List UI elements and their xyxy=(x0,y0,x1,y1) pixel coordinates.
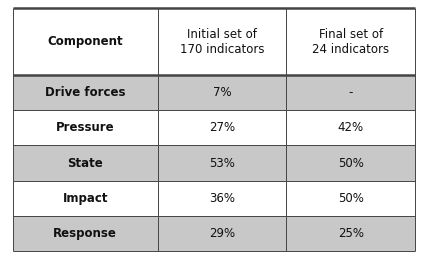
Text: State: State xyxy=(67,157,103,169)
Text: 7%: 7% xyxy=(213,86,232,99)
Text: Component: Component xyxy=(48,35,123,48)
Text: 27%: 27% xyxy=(209,121,235,134)
Bar xyxy=(13,75,415,110)
Text: Pressure: Pressure xyxy=(56,121,115,134)
Text: Final set of
24 indicators: Final set of 24 indicators xyxy=(312,27,389,56)
Text: 53%: 53% xyxy=(209,157,235,169)
Bar xyxy=(13,145,415,181)
Text: 50%: 50% xyxy=(338,157,364,169)
Bar xyxy=(13,216,415,251)
Text: Response: Response xyxy=(54,227,117,240)
Bar xyxy=(13,110,415,145)
Bar xyxy=(13,181,415,216)
Text: 42%: 42% xyxy=(338,121,364,134)
Text: Impact: Impact xyxy=(62,192,108,205)
Text: 25%: 25% xyxy=(338,227,364,240)
Text: 50%: 50% xyxy=(338,192,364,205)
Bar xyxy=(13,8,415,75)
Text: Initial set of
170 indicators: Initial set of 170 indicators xyxy=(180,27,265,56)
Text: -: - xyxy=(348,86,353,99)
Text: 29%: 29% xyxy=(209,227,235,240)
Text: 36%: 36% xyxy=(209,192,235,205)
Text: Drive forces: Drive forces xyxy=(45,86,125,99)
